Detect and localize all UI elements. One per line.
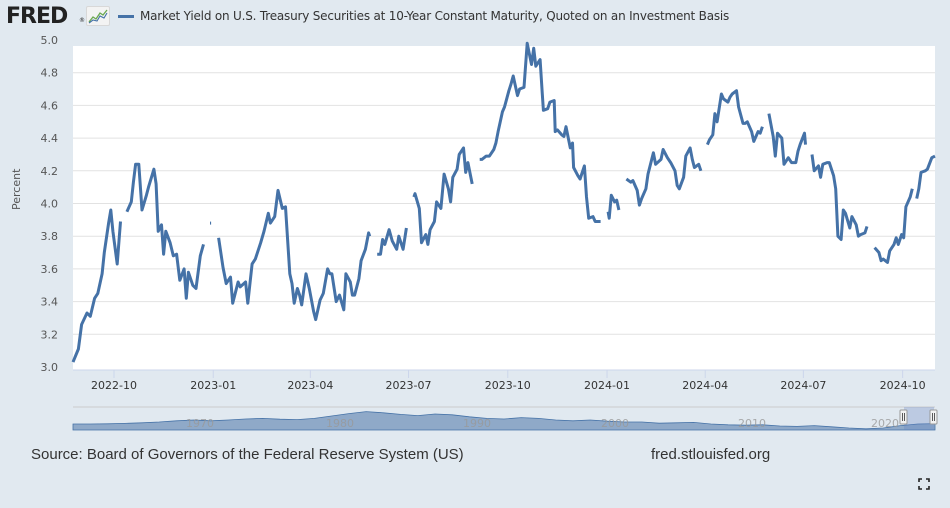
y-tick-label: 3.8: [41, 230, 59, 243]
y-tick-label: 4.0: [41, 198, 59, 211]
series-line-segment: [767, 113, 807, 166]
navigator-year-label: 2000: [601, 417, 629, 430]
y-tick-label: 4.2: [41, 165, 59, 178]
y-axis-label: Percent: [10, 168, 23, 210]
fullscreen-icon[interactable]: [918, 478, 930, 490]
navigator-year-label: 1970: [186, 417, 214, 430]
navigator-right-handle[interactable]: [929, 409, 938, 425]
handle-grip: [929, 409, 938, 425]
y-tick-label: 3.2: [41, 328, 59, 341]
x-tick-label: 2024-07: [780, 379, 826, 392]
y-tick-label: 4.6: [41, 99, 59, 112]
y-tick-label: 4.4: [41, 132, 59, 145]
series-line-segment: [606, 193, 621, 220]
series-line-segment: [125, 162, 205, 300]
series-line-segment: [377, 227, 408, 256]
navigator-left-handle[interactable]: [899, 409, 908, 425]
x-tick-label: 2022-10: [91, 379, 137, 392]
fred-logo[interactable]: FRED: [6, 4, 68, 29]
series-line-segment: [625, 146, 703, 207]
y-tick-label: 3.4: [41, 296, 59, 309]
x-tick-label: 2024-10: [880, 379, 926, 392]
legend-label: Market Yield on U.S. Treasury Securities…: [140, 9, 730, 23]
y-tick-label: 3.0: [41, 361, 59, 374]
line-graph-icon: [86, 6, 110, 26]
navigator-year-label: 1990: [463, 417, 491, 430]
navigator[interactable]: 1970 1980 1990 2000 2010 2020: [72, 406, 938, 431]
registered-mark: ®: [79, 17, 85, 24]
series-line-segment: [71, 208, 122, 363]
chart-svg: 3.0 3.2 3.4 3.6 3.8 4.0 4.2 4.4 4.6 4.8 5.0 2022-1…: [41, 34, 938, 431]
navigator-area: [72, 411, 936, 431]
plot-background: [73, 46, 935, 370]
series-line-segment: [873, 188, 914, 264]
site-link[interactable]: fred.stlouisfed.org: [651, 446, 771, 463]
y-tick-label: 3.6: [41, 263, 59, 276]
y-axis: 3.0 3.2 3.4 3.6 3.8 4.0 4.2 4.4 4.6 4.8 5.0: [41, 34, 59, 374]
x-tick-label: 2024-01: [584, 379, 630, 392]
navigator-selection: [904, 407, 934, 430]
navigator-year-label: 2020: [871, 417, 899, 430]
series-line-segment: [217, 188, 372, 322]
series-line-segment: [706, 89, 764, 146]
x-axis: 2022-10 2023-01 2023-04 2023-07 2023-10 2024-…: [73, 369, 935, 392]
x-tick-label: 2023-10: [485, 379, 531, 392]
series-line-segment: [810, 154, 869, 241]
gridlines: [73, 72, 935, 335]
navigator-year-label: 1980: [326, 417, 354, 430]
series: [71, 41, 936, 363]
series-line-segment: [412, 146, 474, 246]
navigator-year-label: 2010: [738, 417, 766, 430]
chart-header: FRED ® Market Yield on U.S. Treasury Sec…: [0, 0, 950, 34]
series-line-segment: [915, 154, 936, 199]
legend[interactable]: Market Yield on U.S. Treasury Securities…: [118, 9, 729, 23]
x-tick-label: 2024-04: [682, 379, 728, 392]
legend-swatch: [118, 14, 134, 18]
x-tick-label: 2023-07: [386, 379, 432, 392]
x-tick-label: 2023-01: [190, 379, 236, 392]
series-line-segment: [479, 41, 601, 223]
y-tick-label: 5.0: [41, 34, 59, 47]
source-text: Source: Board of Governors of the Federa…: [31, 446, 464, 463]
plot-area[interactable]: [73, 46, 935, 370]
x-tick-label: 2023-04: [287, 379, 333, 392]
handle-grip: [899, 409, 908, 425]
y-tick-label: 4.8: [41, 67, 59, 80]
